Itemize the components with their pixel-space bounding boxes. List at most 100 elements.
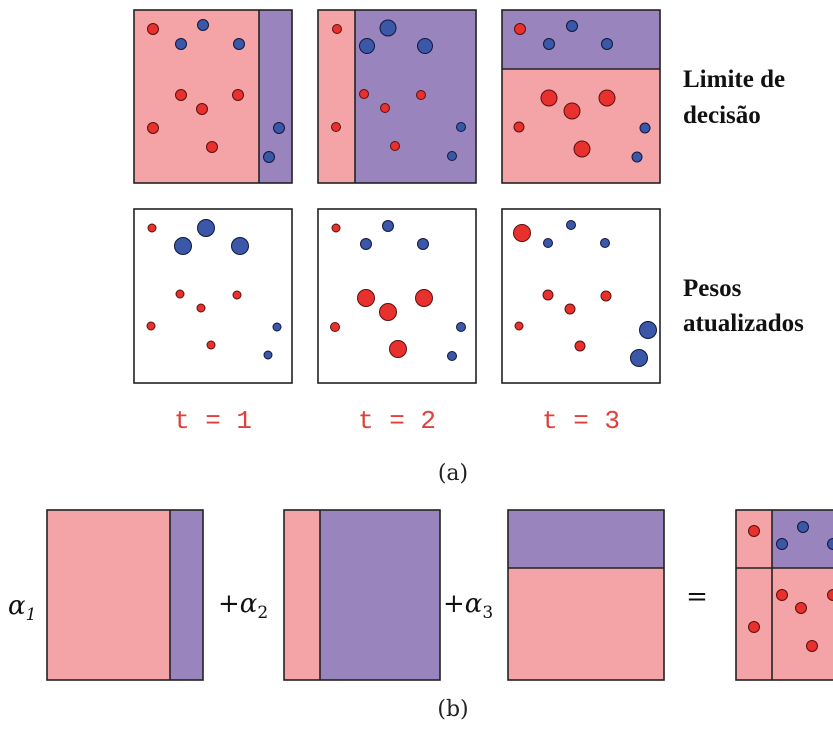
row-label-weights-line2: atualizados xyxy=(683,310,804,337)
red-point xyxy=(600,290,612,302)
region-pink xyxy=(508,568,664,680)
red-point xyxy=(232,89,244,101)
region-purple xyxy=(320,510,440,680)
red-point xyxy=(232,290,242,300)
red-point xyxy=(147,23,159,35)
red-point xyxy=(563,102,581,120)
red-point xyxy=(390,141,400,151)
red-point xyxy=(206,340,216,350)
region-purple xyxy=(355,10,476,183)
alpha-1: α1 xyxy=(8,591,36,625)
blue-point xyxy=(359,38,375,54)
blue-point xyxy=(776,538,788,550)
combo-box-1 xyxy=(46,509,204,681)
region-pink xyxy=(736,510,772,568)
region-purple xyxy=(170,510,203,680)
blue-point xyxy=(566,20,578,32)
red-point xyxy=(147,223,157,233)
red-point xyxy=(330,322,340,332)
blue-point xyxy=(417,238,429,250)
region-pink xyxy=(502,69,660,183)
blue-point xyxy=(273,122,285,134)
caption-b: (b) xyxy=(437,697,468,722)
red-point xyxy=(331,122,341,132)
blue-point xyxy=(630,349,648,367)
t-label-1: t = 1 xyxy=(174,406,252,436)
region-purple xyxy=(508,510,664,568)
blue-point xyxy=(360,238,372,250)
blue-point xyxy=(600,238,610,248)
panel-frame xyxy=(501,9,661,184)
panel-frame xyxy=(507,509,665,681)
blue-point xyxy=(272,322,282,332)
equals-sign: = xyxy=(686,582,708,612)
blue-point xyxy=(175,38,187,50)
region-purple xyxy=(502,10,660,69)
red-point xyxy=(574,340,586,352)
panel-frame xyxy=(317,9,477,184)
region-pink xyxy=(284,510,320,680)
region-pink xyxy=(318,10,355,183)
blue-point xyxy=(263,350,273,360)
red-point xyxy=(359,89,369,99)
red-point xyxy=(598,89,616,107)
panel-boundary-t3 xyxy=(501,9,661,184)
blue-point xyxy=(543,238,553,248)
blue-point xyxy=(197,219,215,237)
blue-point xyxy=(456,122,466,132)
blue-point xyxy=(233,38,245,50)
blue-point xyxy=(382,220,394,232)
blue-point xyxy=(639,122,651,134)
red-point xyxy=(806,640,818,652)
red-point xyxy=(332,24,342,34)
panel-frame xyxy=(133,9,293,184)
blue-point xyxy=(231,237,249,255)
red-point xyxy=(415,289,433,307)
row-label-decision-line2: decisão xyxy=(683,102,761,129)
blue-point xyxy=(601,38,613,50)
blue-point xyxy=(197,19,209,31)
blue-point xyxy=(797,521,809,533)
blue-point xyxy=(379,19,397,37)
red-point xyxy=(147,122,159,134)
red-point xyxy=(514,23,526,35)
red-point xyxy=(379,303,397,321)
blue-point xyxy=(447,151,457,161)
blue-point xyxy=(566,220,576,230)
red-point xyxy=(776,589,788,601)
red-point xyxy=(146,321,156,331)
red-point xyxy=(389,340,407,358)
red-point xyxy=(514,321,524,331)
red-point xyxy=(196,303,206,313)
red-point xyxy=(331,223,341,233)
blue-point xyxy=(263,151,275,163)
panel-frame xyxy=(46,509,204,681)
blue-point xyxy=(631,151,643,163)
red-point xyxy=(513,121,525,133)
panel-boundary-t2 xyxy=(317,9,477,184)
panel-weights-t2 xyxy=(317,208,477,384)
red-point xyxy=(380,103,390,113)
blue-point xyxy=(543,38,555,50)
red-point xyxy=(175,89,187,101)
blue-point xyxy=(417,38,433,54)
panel-weights-t3 xyxy=(501,208,661,384)
row-label-weights-line1: Pesos xyxy=(683,275,742,302)
blue-point xyxy=(174,237,192,255)
blue-point xyxy=(639,321,657,339)
combo-box-3 xyxy=(507,509,665,681)
red-point xyxy=(196,103,208,115)
region-pink xyxy=(47,510,170,680)
red-point xyxy=(175,289,185,299)
panel-frame xyxy=(283,509,441,681)
row-label-decision-line1: Limite de xyxy=(683,66,785,93)
red-point xyxy=(748,525,760,537)
red-point xyxy=(748,621,760,633)
combo-box-2 xyxy=(283,509,441,681)
red-point xyxy=(540,89,558,107)
t-label-3: t = 3 xyxy=(542,406,620,436)
blue-point xyxy=(827,538,833,550)
panel-weights-t1 xyxy=(133,208,293,384)
red-point xyxy=(206,141,218,153)
